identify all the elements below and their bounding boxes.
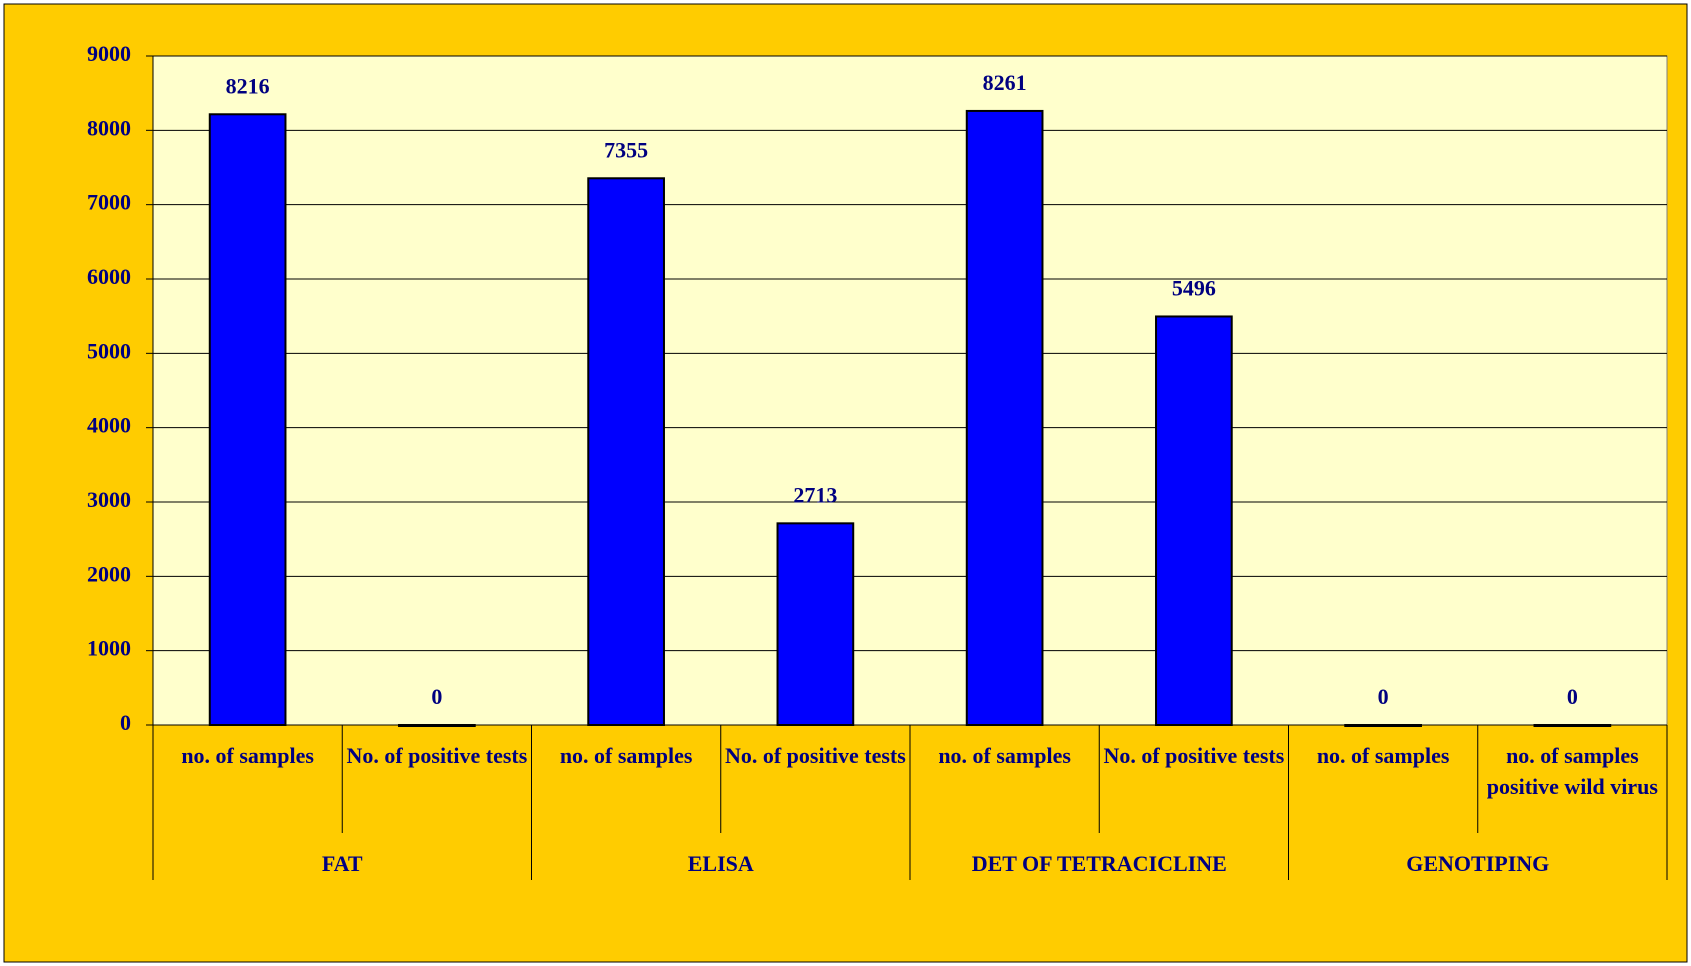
y-tick-label: 3000 [87, 487, 131, 512]
x-tick-label: no. of samples [181, 743, 314, 768]
plot-area [152, 55, 1668, 726]
group-label: FAT [321, 851, 363, 876]
bar [1155, 315, 1233, 726]
data-label: 2713 [793, 482, 837, 507]
y-tick-label: 4000 [87, 413, 131, 438]
group-label: ELISA [687, 851, 754, 876]
bar [398, 724, 476, 727]
data-label: 0 [1567, 684, 1578, 709]
y-tick-label: 7000 [87, 190, 131, 215]
bar [208, 113, 287, 726]
y-tick-label: 2000 [87, 561, 131, 586]
y-tick-label: 9000 [87, 41, 131, 66]
group-label: GENOTIPING [1406, 851, 1550, 876]
bar [1344, 724, 1422, 727]
bar [965, 109, 1044, 727]
data-label: 0 [431, 684, 442, 709]
data-label: 7355 [604, 137, 648, 162]
data-label: 8261 [983, 70, 1027, 95]
data-label: 0 [1378, 684, 1389, 709]
x-tick-label: no. of samples [1316, 743, 1450, 768]
bar [776, 522, 855, 727]
group-label: DET OF TETRACICLINE [971, 851, 1227, 876]
x-tick-label: no. of samples [559, 743, 693, 768]
y-tick-label: 1000 [87, 636, 131, 661]
x-tick-label: no. of samples positive wild virus [1486, 743, 1658, 799]
x-tick-label: no. of samples [938, 743, 1071, 768]
y-tick-label: 0 [120, 710, 131, 735]
bar [587, 177, 665, 727]
y-tick-label: 6000 [87, 264, 131, 289]
bar [1533, 724, 1612, 727]
data-label: 5496 [1172, 276, 1216, 301]
x-tick-label: No. of positive tests [346, 743, 528, 768]
y-tick-label: 5000 [87, 338, 131, 363]
x-tick-label: No. of positive tests [1103, 743, 1285, 768]
y-tick-label: 8000 [87, 115, 131, 140]
x-tick-label: No. of positive tests [724, 743, 906, 768]
data-label: 8216 [226, 73, 270, 98]
